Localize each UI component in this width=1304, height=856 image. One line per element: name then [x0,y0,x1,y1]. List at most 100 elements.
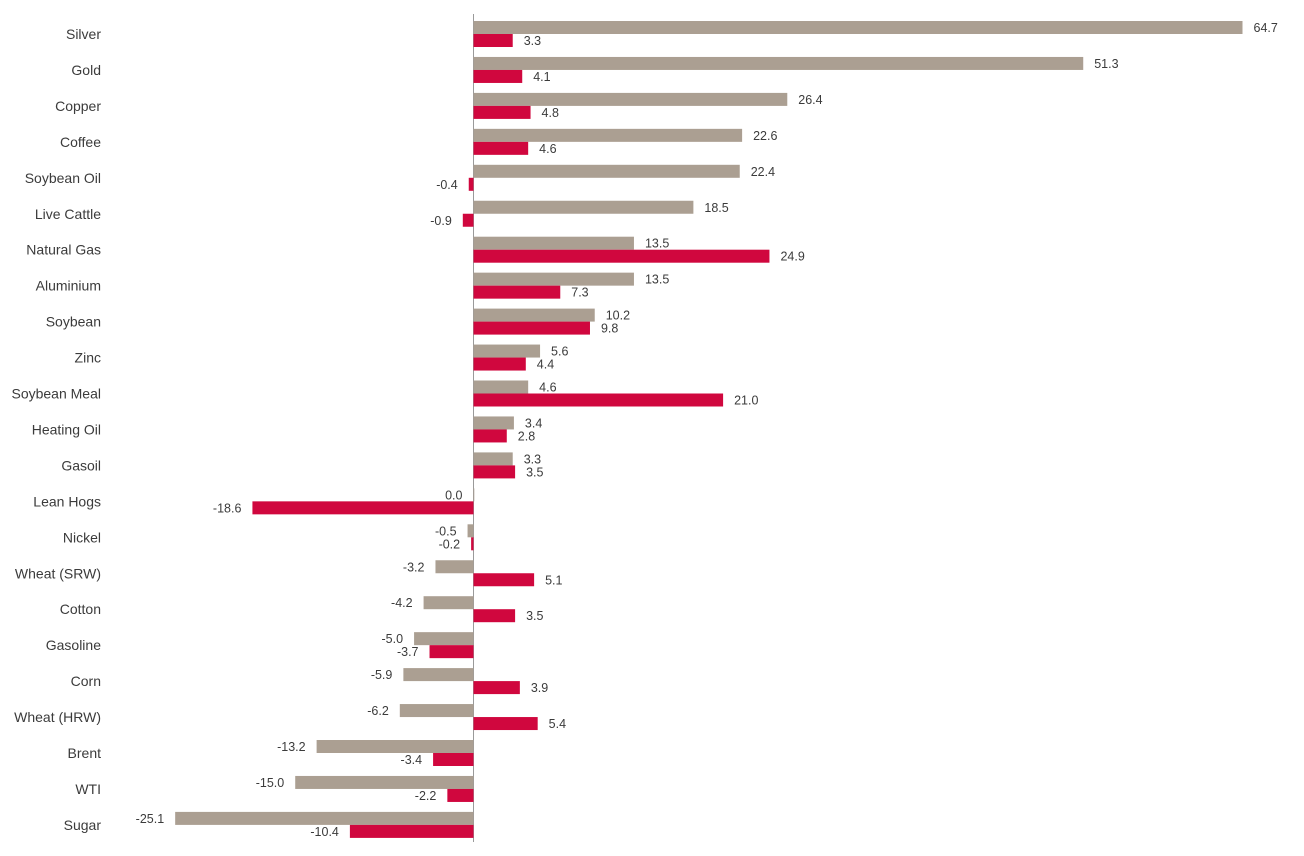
category-label-corn: Corn [71,673,101,689]
value-label-gasoil-series-1: 3.3 [524,452,541,466]
category-label-soybean-meal: Soybean Meal [11,386,101,402]
bar-live-cattle-series-1 [473,200,694,214]
bar-natural-gas-series-1 [473,236,634,250]
value-label-soybean-meal-series-1: 4.6 [539,381,556,395]
bar-soybean-series-2 [473,321,590,335]
value-label-sugar-series-2: -10.4 [310,825,339,839]
category-label-heating-oil: Heating Oil [32,421,101,437]
value-label-cotton-series-2: 3.5 [526,609,543,623]
value-label-heating-oil-series-1: 3.4 [525,416,542,430]
category-label-copper: Copper [55,98,101,114]
value-label-lean-hogs-series-1: 0.0 [445,488,462,502]
value-label-wheat-hrw-series-1: -6.2 [367,704,389,718]
bar-coffee-series-1 [473,128,743,142]
bar-gasoline-series-2 [429,645,474,659]
bar-natural-gas-series-2 [473,249,770,263]
value-label-natural-gas-series-2: 24.9 [780,250,804,264]
bar-corn-series-2 [473,681,520,695]
bar-brent-series-2 [433,753,474,766]
category-label-live-cattle: Live Cattle [35,206,101,222]
bar-wheat-srw-series-1 [435,560,474,574]
category-label-wheat-srw: Wheat (SRW) [15,565,101,581]
bar-gold-series-1 [473,56,1084,70]
value-label-wheat-srw-series-1: -3.2 [403,560,425,574]
bar-aluminium-series-2 [473,285,561,299]
value-label-heating-oil-series-2: 2.8 [518,429,535,443]
value-label-coffee-series-2: 4.6 [539,142,556,156]
value-label-coffee-series-1: 22.6 [753,129,777,143]
bar-lean-hogs-series-2 [252,501,474,515]
category-label-gold: Gold [71,62,101,78]
category-label-zinc: Zinc [75,350,101,366]
value-label-soybean-meal-series-2: 21.0 [734,394,758,408]
bar-nickel-series-1 [467,524,474,538]
value-label-zinc-series-1: 5.6 [551,345,568,359]
bar-sugar-series-2 [349,824,474,838]
bar-cotton-series-1 [423,596,474,610]
category-label-sugar: Sugar [64,817,102,833]
bar-coffee-series-2 [473,141,529,155]
bar-wheat-srw-series-2 [473,573,535,587]
bar-heating-oil-series-1 [473,416,514,430]
category-label-brent: Brent [68,745,102,761]
bar-gold-series-2 [473,69,523,83]
bar-soybean-series-1 [473,308,595,322]
value-label-wheat-srw-series-2: 5.1 [545,573,562,587]
bar-silver-series-2 [473,34,513,47]
value-label-sugar-series-1: -25.1 [136,812,165,826]
value-label-soybean-series-2: 9.8 [601,322,618,336]
value-label-brent-series-2: -3.4 [401,753,423,767]
bar-gasoil-series-1 [473,452,513,466]
value-label-cotton-series-1: -4.2 [391,596,413,610]
value-label-zinc-series-2: 4.4 [537,358,554,372]
category-label-soybean: Soybean [46,314,101,330]
value-label-copper-series-1: 26.4 [798,93,822,107]
value-label-silver-series-2: 3.3 [524,34,541,48]
category-label-wti: WTI [75,781,101,797]
bars [175,21,1243,838]
value-label-soybean-oil-series-2: -0.4 [436,178,458,192]
category-label-coffee: Coffee [60,134,101,150]
bar-wti-series-1 [295,775,474,789]
value-label-live-cattle-series-1: 18.5 [704,201,728,215]
bar-sugar-series-1 [175,811,474,825]
bar-wti-series-2 [447,788,474,802]
bar-cotton-series-2 [473,609,516,623]
bar-lean-hogs-series-1 [473,488,475,502]
value-label-wheat-hrw-series-2: 5.4 [549,717,566,731]
category-label-aluminium: Aluminium [36,278,101,294]
value-label-gold-series-1: 51.3 [1094,57,1118,71]
category-label-cotton: Cotton [60,601,101,617]
value-label-corn-series-1: -5.9 [371,668,393,682]
category-label-wheat-hrw: Wheat (HRW) [14,709,101,725]
category-label-natural-gas: Natural Gas [26,242,101,258]
value-label-soybean-oil-series-1: 22.4 [751,165,775,179]
bar-nickel-series-2 [471,537,474,551]
bar-gasoline-series-1 [414,632,474,646]
value-labels: 64.7 3.3 51.3 4.1 26.4 4.8 22.6 4.6 22.4 -0.4 18.5… [136,21,1278,839]
value-label-corn-series-2: 3.9 [531,681,548,695]
value-label-aluminium-series-2: 7.3 [571,286,588,300]
value-label-natural-gas-series-1: 13.5 [645,237,669,251]
bar-wheat-hrw-series-2 [473,717,538,731]
bar-corn-series-1 [403,668,474,682]
bar-live-cattle-series-2 [462,213,474,227]
category-label-gasoil: Gasoil [61,457,101,473]
value-label-gold-series-2: 4.1 [533,70,550,84]
value-label-lean-hogs-series-2: -18.6 [213,501,242,515]
value-label-gasoil-series-2: 3.5 [526,465,543,479]
value-label-copper-series-2: 4.8 [542,106,559,120]
bar-soybean-meal-series-2 [473,393,724,407]
bar-copper-series-1 [473,92,788,106]
bar-heating-oil-series-2 [473,429,507,443]
category-label-gasoline: Gasoline [46,637,101,653]
category-label-lean-hogs: Lean Hogs [33,493,101,509]
bar-soybean-meal-series-1 [473,380,529,394]
bar-copper-series-2 [473,105,531,119]
bar-aluminium-series-1 [473,272,634,286]
bar-zinc-series-1 [473,344,541,358]
value-label-live-cattle-series-2: -0.9 [430,214,452,228]
bar-zinc-series-2 [473,357,526,371]
value-label-silver-series-1: 64.7 [1254,21,1278,35]
